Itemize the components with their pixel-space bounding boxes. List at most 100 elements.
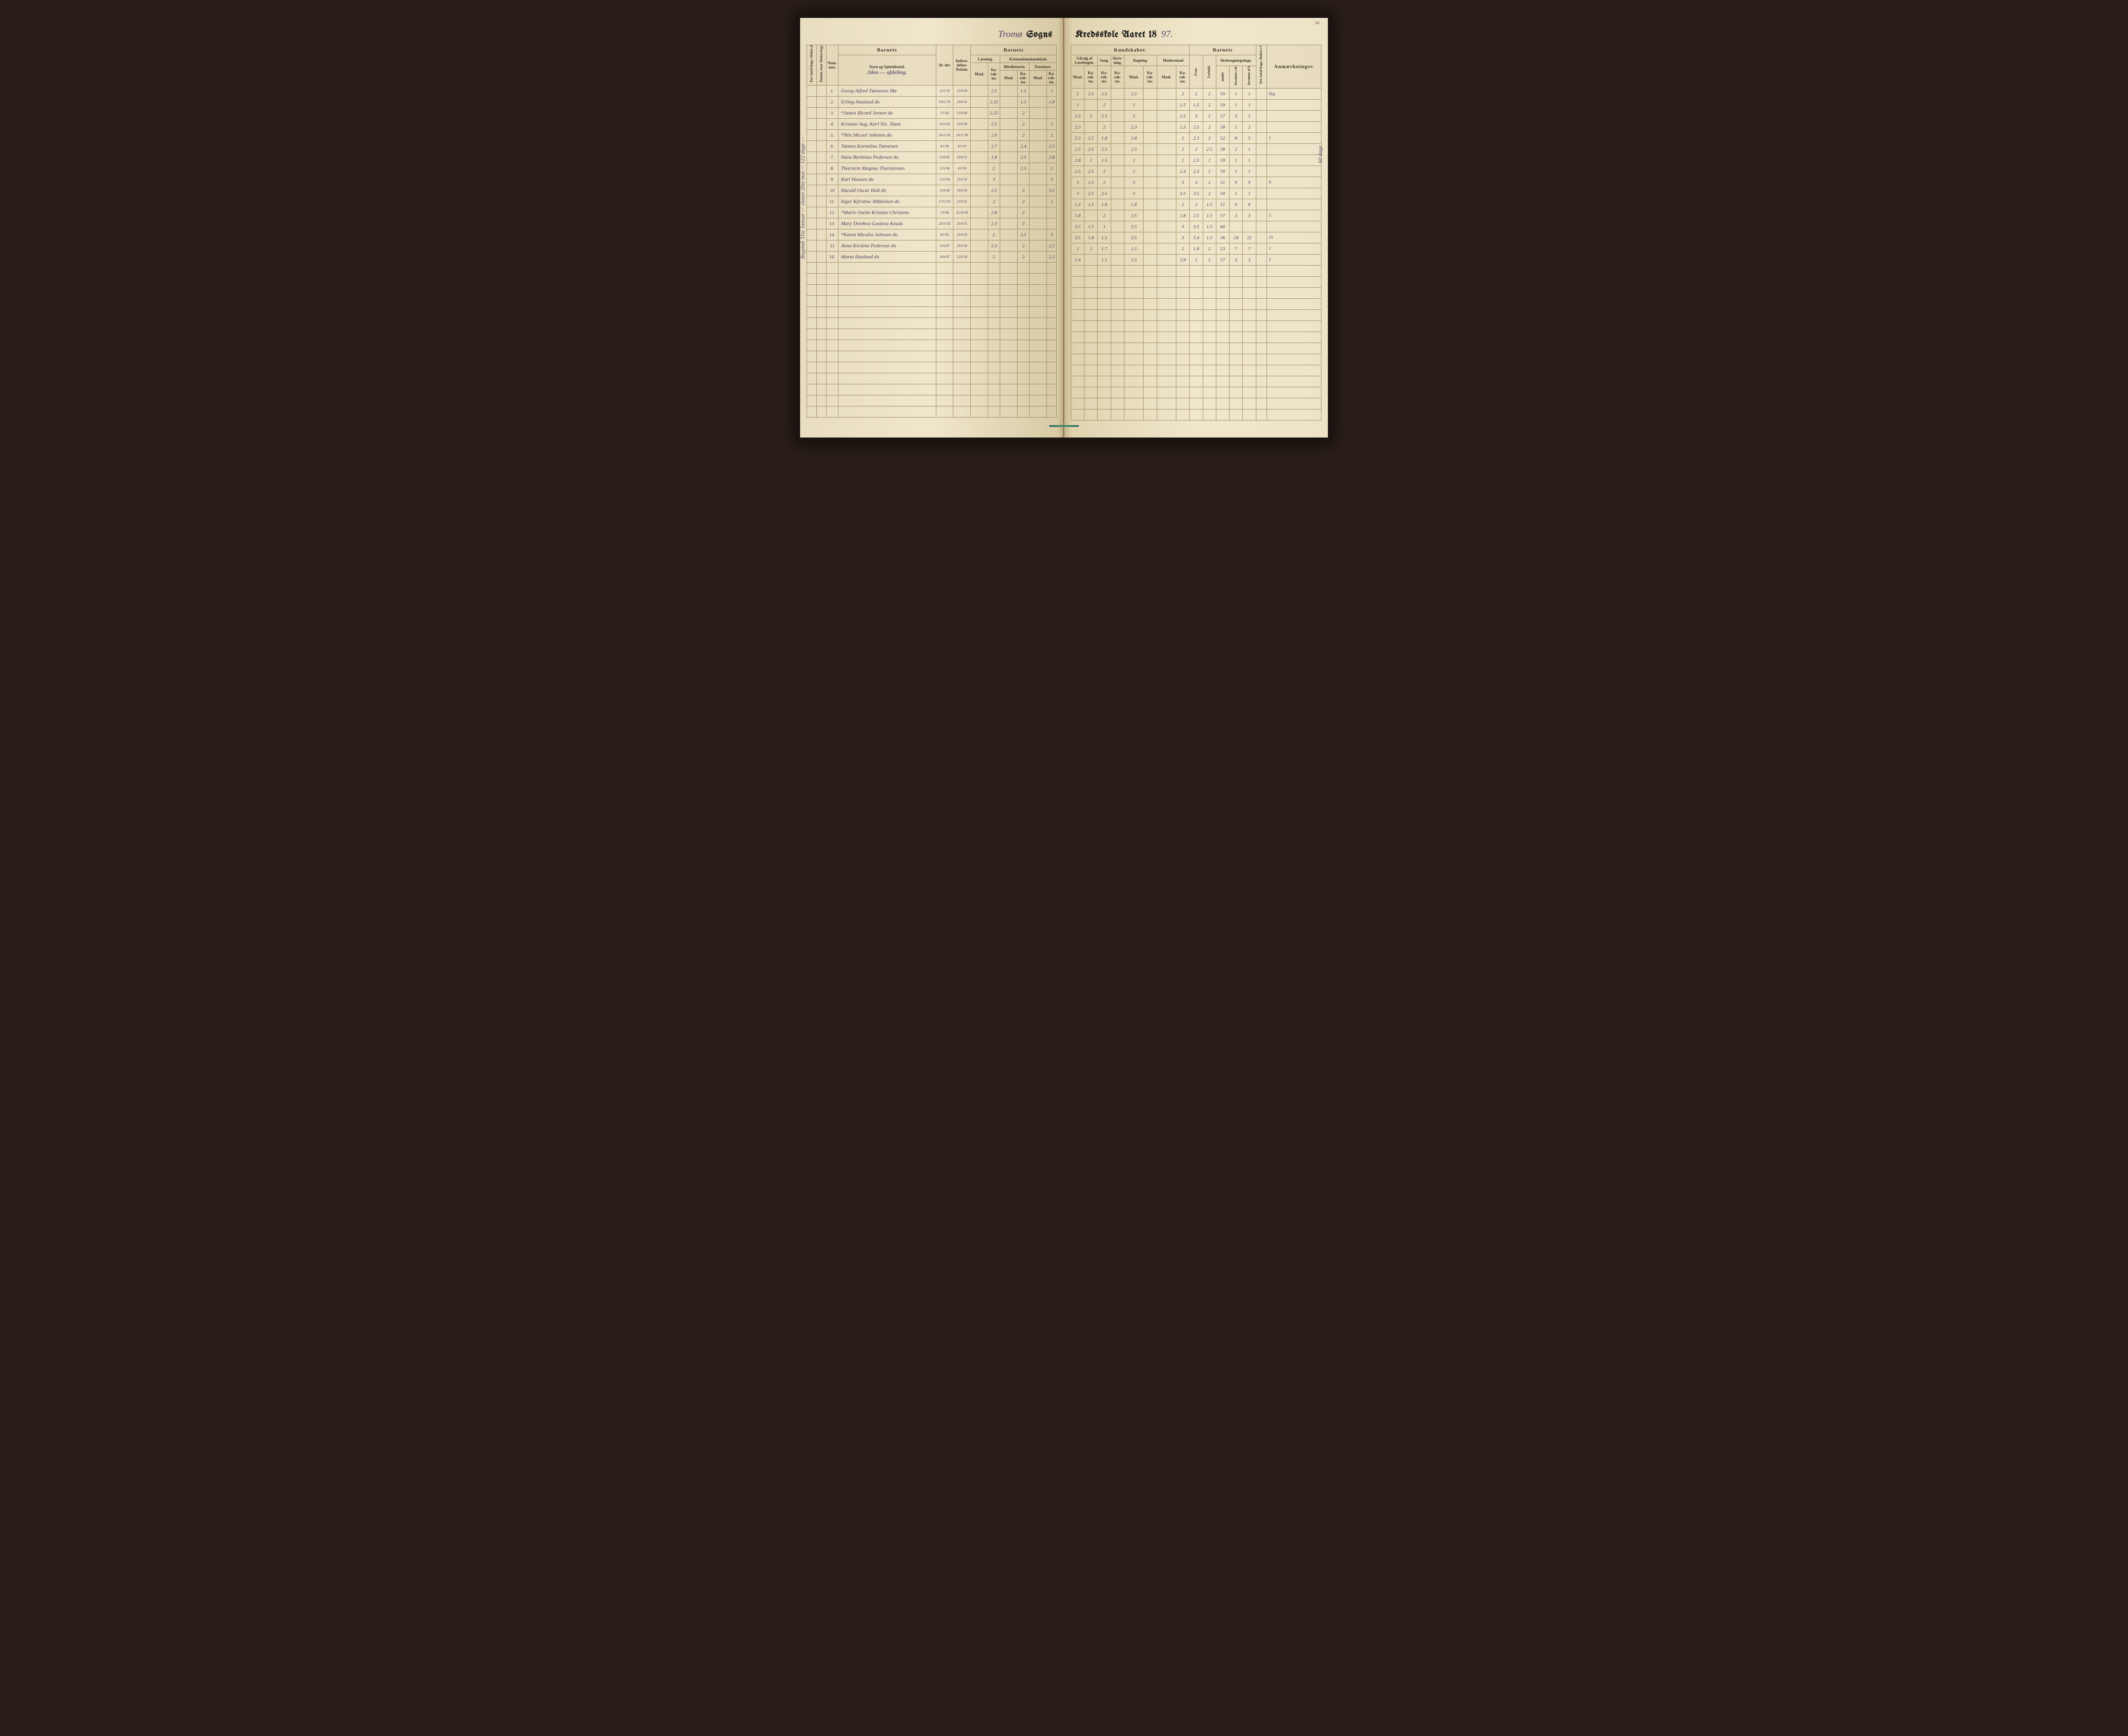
cell-fors-hele: 3 xyxy=(1230,255,1243,266)
table-row: 1211.51.525911 xyxy=(1071,100,1321,111)
cell-tro-kar: 2.3 xyxy=(1047,252,1056,263)
table-row: 8.Thorstein Magnus Thorstensen5/11 864/3… xyxy=(807,163,1057,174)
cell-reg-kar xyxy=(1144,122,1157,133)
cell-laes-kar: 2.7 xyxy=(988,141,1000,152)
cell-sang: 1.8 xyxy=(1098,133,1111,144)
cell-forhold: 1.5 xyxy=(1203,210,1216,221)
cell-bib-maal xyxy=(1000,119,1018,130)
cell-fors-hele: 3 xyxy=(1230,111,1243,122)
cell-mod-kar: 2.8 xyxy=(1176,255,1190,266)
cell-fors-lovl: 1 xyxy=(1243,100,1256,111)
cell-name: Tønnes Kornelius Tønnesen xyxy=(838,141,936,152)
hdr-modte: mødte xyxy=(1216,66,1229,89)
cell-evne: 3 xyxy=(1190,177,1203,188)
cell-mod-maal xyxy=(1157,122,1176,133)
cell-sang: 2.5 xyxy=(1098,144,1111,155)
cell-blank xyxy=(807,141,817,152)
cell-udv-kar: 2.5 xyxy=(1084,133,1098,144)
hdr-tro-kar: Ka- rak- ter. xyxy=(1047,71,1056,86)
cell-tro-kar: 3.5 xyxy=(1047,185,1056,196)
table-row: 32.52333251999. xyxy=(1071,177,1321,188)
cell-fors-lovl: 3 xyxy=(1243,210,1256,221)
cell-bib-maal xyxy=(1000,97,1018,108)
hdr-reg-kar: Ka- rak- ter. xyxy=(1144,66,1157,89)
cell-blank xyxy=(816,119,826,130)
cell-tro-kar: 2.5 xyxy=(1047,141,1056,152)
cell-tro-kar: 1.8 xyxy=(1047,97,1056,108)
cell-laes-kar: 2.3 xyxy=(988,218,1000,229)
cell-sang: 2 xyxy=(1098,210,1111,221)
cell-forhold: 2 xyxy=(1203,166,1216,177)
cell-mod-maal xyxy=(1157,199,1176,210)
cell-virk xyxy=(1256,177,1267,188)
cell-blank xyxy=(807,152,817,163)
cell-anm xyxy=(1267,122,1321,133)
cell-evne: 2.5 xyxy=(1190,210,1203,221)
cell-modte: 57 xyxy=(1216,255,1229,266)
cell-anm: 1 xyxy=(1267,243,1321,255)
hdr-regning: Regning. xyxy=(1124,55,1157,66)
table-row: 7.Hans Bertinius Pedersen do3/10 8525/8 … xyxy=(807,152,1057,163)
cell-bib-kar: 2 xyxy=(1018,130,1030,141)
cell-virk xyxy=(1256,144,1267,155)
cell-mod-kar: 2.4 xyxy=(1176,166,1190,177)
table-row-blank xyxy=(807,384,1057,395)
cell-evne: 2 xyxy=(1190,89,1203,100)
table-row: 4.Kristian Aug. Karl Nic. Hans9/10 8315/… xyxy=(807,119,1057,130)
cell-nummer: 6. xyxy=(826,141,838,152)
cell-udv-kar: 1.5 xyxy=(1084,199,1098,210)
cell-forhold: 2 xyxy=(1203,89,1216,100)
cell-mod-maal xyxy=(1157,89,1176,100)
cell-evne: 2.3 xyxy=(1190,155,1203,166)
cell-modte: 59 xyxy=(1216,188,1229,199)
cell-bib-maal xyxy=(1000,130,1018,141)
cell-laes-kar: 2. xyxy=(988,163,1000,174)
cell-fors-lovl: 1 xyxy=(1243,89,1256,100)
cell-blank xyxy=(807,218,817,229)
cell-laes-kar: 2.5 xyxy=(988,86,1000,97)
cell-fors-lovl: 1 xyxy=(1243,166,1256,177)
cell-nummer: 15 xyxy=(826,240,838,252)
cell-laes-kar: 2.25 xyxy=(988,108,1000,119)
cell-fors-lovl: 9 xyxy=(1243,177,1256,188)
cell-reg-kar xyxy=(1144,255,1157,266)
cell-bib-kar: 2.5 xyxy=(1018,229,1030,240)
hdr-datum: Datum, naar Skolen begynder og slutter h… xyxy=(816,45,826,86)
cell-nummer: 7. xyxy=(826,152,838,163)
table-row: 11.Inger Kjirstine Mikkelsen do17/12 852… xyxy=(807,196,1057,207)
cell-bib-maal xyxy=(1000,252,1018,263)
cell-mod-kar: 2 xyxy=(1176,133,1190,144)
right-page: 54 60 dage Kredsskole Aaret 18 97. Kunds… xyxy=(1064,18,1328,438)
cell-blank xyxy=(807,119,817,130)
table-row-blank xyxy=(807,395,1057,406)
cell-sang: 2 xyxy=(1098,100,1111,111)
cell-alder: 14/4 86 xyxy=(936,185,953,196)
cell-laes-kar: 1.8 xyxy=(988,152,1000,163)
cell-fors-hele: 9 xyxy=(1230,177,1243,188)
cell-mod-maal xyxy=(1157,166,1176,177)
cell-tro-maal xyxy=(1030,207,1047,218)
cell-name: *James Ricard Jensen do xyxy=(838,108,936,119)
cell-indtr: 16/8 93 xyxy=(953,185,971,196)
cell-name: Thorstein Magnus Thorstensen xyxy=(838,163,936,174)
cell-mod-kar: 3.5 xyxy=(1176,188,1190,199)
cell-mod-kar: 3 xyxy=(1176,177,1190,188)
table-row: 3.51.81.53.533.41.536242215 xyxy=(1071,232,1321,243)
cell-blank xyxy=(816,130,826,141)
cell-skriv xyxy=(1111,166,1124,177)
cell-indtr: 25/8 92 xyxy=(953,152,971,163)
table-row: 5.*Nils Micael Johnsen do26/11 8519/12 9… xyxy=(807,130,1057,141)
hdr-navn: Navn og Opholdssted. 2den — afdeling. xyxy=(838,55,936,86)
table-row: 13.Mary Dorthea Gustava Knuds24/10 8525/… xyxy=(807,218,1057,229)
cell-laes-maal xyxy=(971,207,988,218)
cell-blank xyxy=(816,152,826,163)
cell-modte: 58 xyxy=(1216,122,1229,133)
cell-udv-kar: 1.8 xyxy=(1084,232,1098,243)
cell-mod-kar: 2 xyxy=(1176,89,1190,100)
page-number: 54 xyxy=(1315,20,1319,26)
cell-anm: 1. xyxy=(1267,210,1321,221)
cell-nummer: 16. xyxy=(826,252,838,263)
table-row-blank xyxy=(807,340,1057,351)
cell-name: *Marie Oselie Kristine Christens xyxy=(838,207,936,218)
sogns-label: Sogns xyxy=(1027,30,1053,40)
